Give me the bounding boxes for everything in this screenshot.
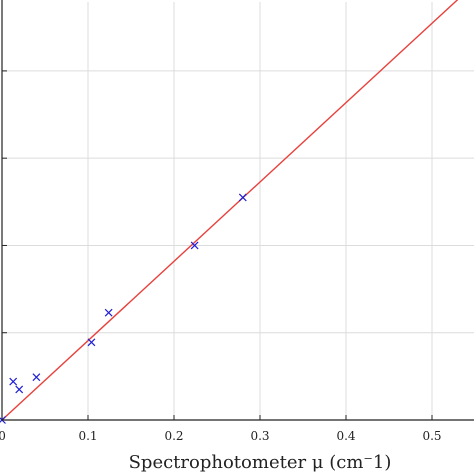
tick-labels: 0 0.1 0.2 0.3 0.4 0.5 [0, 429, 442, 443]
x-tick-label: 0.2 [164, 429, 183, 443]
grid-lines [2, 2, 474, 420]
x-tick-label: 0.3 [250, 429, 269, 443]
x-tick-label: 0.1 [78, 429, 97, 443]
x-tick-label: 0.5 [422, 429, 441, 443]
data-point-marker [9, 377, 18, 386]
data-point-marker [87, 338, 96, 347]
data-point-marker [238, 193, 247, 202]
x-axis-label: Spectrophotometer μ (cm⁻1) [129, 452, 392, 473]
data-point-marker [32, 373, 41, 382]
data-point-marker [104, 308, 113, 317]
x-tick-label: 0.4 [336, 429, 355, 443]
fit-line [1, 0, 459, 421]
data-point-marker [15, 385, 24, 394]
series-layer [0, 0, 459, 424]
data-point-marker [190, 241, 199, 250]
axes [1, 0, 474, 421]
x-tick-label: 0 [0, 429, 6, 443]
